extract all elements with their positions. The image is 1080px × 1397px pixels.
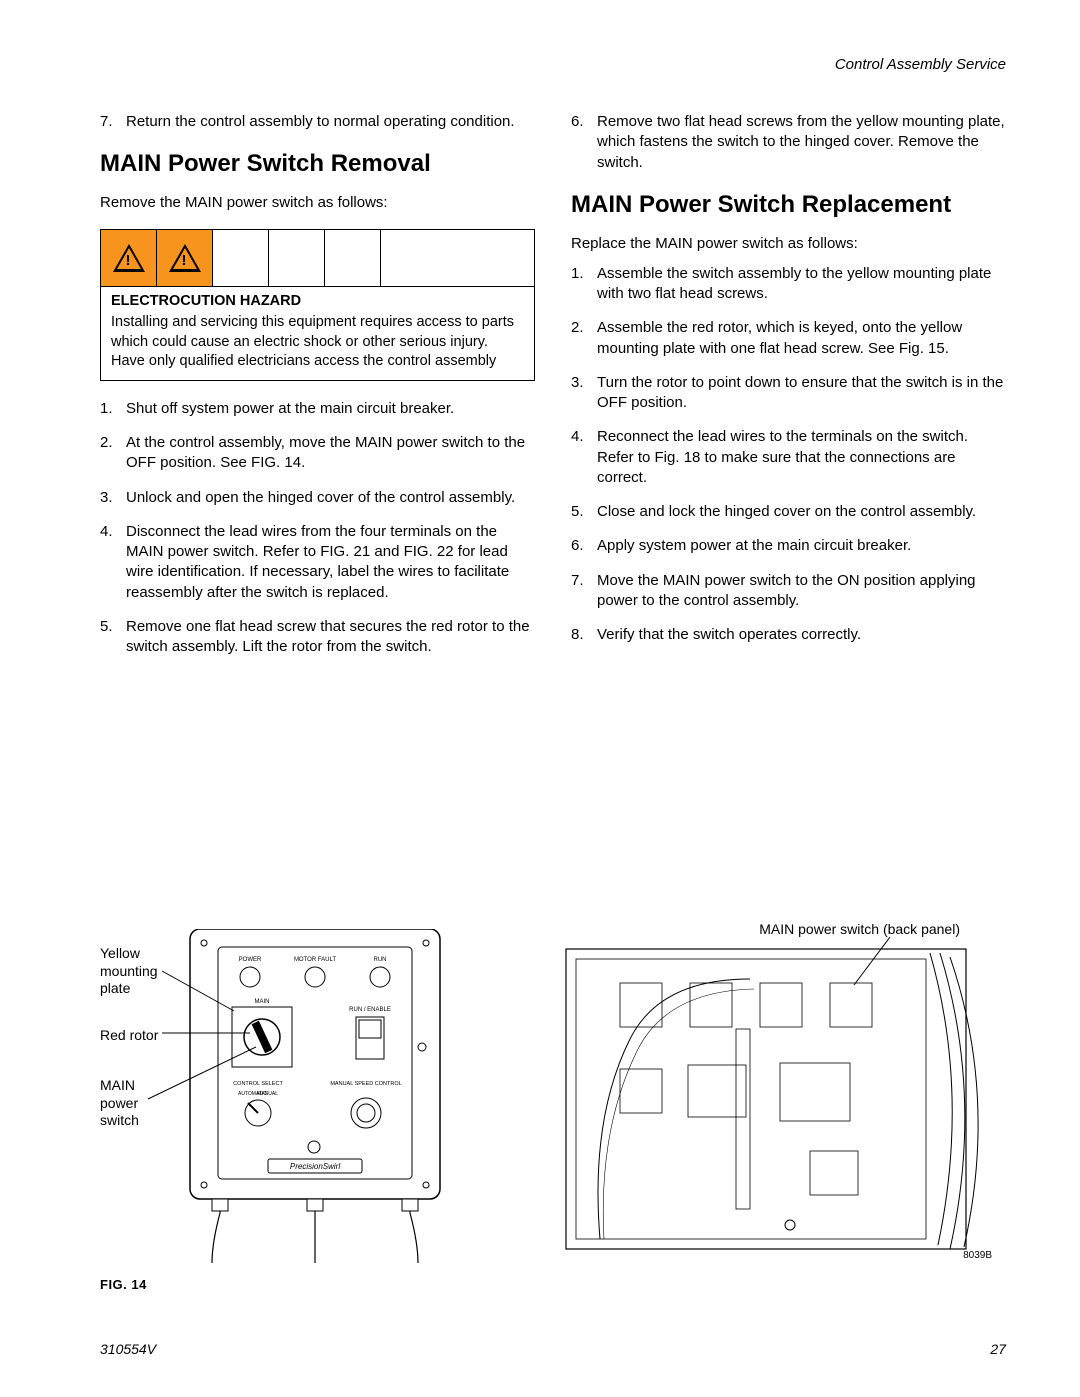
list-item: 4.Reconnect the lead wires to the termin… <box>571 427 1006 488</box>
warning-icon-row: ! ! <box>101 230 534 287</box>
step-text: Turn the rotor to point down to ensure t… <box>597 373 1006 414</box>
warning-triangle-icon: ! <box>101 230 157 286</box>
step-number: 7. <box>571 571 597 612</box>
label-brand: PrecisionSwirl <box>290 1162 340 1171</box>
step-text: Apply system power at the main circuit b… <box>597 536 1006 556</box>
callout-back-panel: MAIN power switch (back panel) <box>759 921 960 939</box>
step-number: 1. <box>100 399 126 419</box>
figures-row: Yellow mounting plate Red rotor MAIN pow… <box>100 929 1000 1309</box>
intro-replacement: Replace the MAIN power switch as follows… <box>571 234 1006 254</box>
label-run-enable: RUN / ENABLE <box>349 1007 391 1013</box>
list-item: 5.Remove one flat head screw that secure… <box>100 617 535 658</box>
section-heading-removal: MAIN Power Switch Removal <box>100 150 535 179</box>
doc-number: 310554V <box>100 1341 156 1357</box>
step-number: 3. <box>100 488 126 508</box>
intro-removal: Remove the MAIN power switch as follows: <box>100 193 535 213</box>
step-number: 4. <box>571 427 597 488</box>
list-item: 3.Unlock and open the hinged cover of th… <box>100 488 535 508</box>
label-power: POWER <box>239 957 262 963</box>
step-text: Verify that the switch operates correctl… <box>597 625 1006 645</box>
step-text: Remove two flat head screws from the yel… <box>597 112 1006 173</box>
list-item: 1.Assemble the switch assembly to the ye… <box>571 264 1006 305</box>
figure-back-panel: MAIN power switch (back panel) <box>560 929 1000 1269</box>
step-number: 6. <box>571 536 597 556</box>
list-item: 2.At the control assembly, move the MAIN… <box>100 433 535 474</box>
warning-triangle-icon: ! <box>157 230 213 286</box>
step-text: Assemble the red rotor, which is keyed, … <box>597 318 1006 359</box>
label-main: MAIN <box>255 999 270 1005</box>
label-manual-speed: MANUAL SPEED CONTROL <box>330 1081 401 1087</box>
right-column: 6. Remove two flat head screws from the … <box>571 112 1006 671</box>
callout-yellow-plate: Yellow mounting plate <box>100 945 158 998</box>
section-heading-replacement: MAIN Power Switch Replacement <box>571 191 1006 220</box>
step-number: 7. <box>100 112 126 132</box>
warning-box: ! ! ELECTROCUTION HAZARD Installing and … <box>100 229 535 381</box>
list-item: 3.Turn the rotor to point down to ensure… <box>571 373 1006 414</box>
step-number: 3. <box>571 373 597 414</box>
continuation-list-right: 6. Remove two flat head screws from the … <box>571 112 1006 173</box>
step-number: 1. <box>571 264 597 305</box>
page-number: 27 <box>990 1341 1006 1357</box>
warning-blank-cell <box>213 230 269 286</box>
warning-blank-cell <box>325 230 381 286</box>
step-number: 5. <box>571 502 597 522</box>
replacement-steps: 1.Assemble the switch assembly to the ye… <box>571 264 1006 646</box>
caption-prefix: FIG. <box>100 1277 127 1292</box>
list-item: 8.Verify that the switch operates correc… <box>571 625 1006 645</box>
page-footer: 310554V 27 <box>100 1341 1006 1357</box>
list-item: 1.Shut off system power at the main circ… <box>100 399 535 419</box>
control-panel-diagram: POWER MOTOR FAULT RUN MAIN RUN / ENABLE … <box>100 929 530 1269</box>
list-item: 4.Disconnect the lead wires from the fou… <box>100 522 535 603</box>
list-item: 2.Assemble the red rotor, which is keyed… <box>571 318 1006 359</box>
two-column-layout: 7. Return the control assembly to normal… <box>100 112 1006 671</box>
step-text: Remove one flat head screw that secures … <box>126 617 535 658</box>
step-number: 2. <box>100 433 126 474</box>
step-text: Return the control assembly to normal op… <box>126 112 535 132</box>
caption-num: 14 <box>131 1277 146 1292</box>
step-text: Unlock and open the hinged cover of the … <box>126 488 535 508</box>
back-panel-diagram <box>560 929 1000 1269</box>
label-control-select: CONTROL SELECT <box>233 1081 283 1087</box>
step-text: Move the MAIN power switch to the ON pos… <box>597 571 1006 612</box>
list-item: 6. Remove two flat head screws from the … <box>571 112 1006 173</box>
step-text: Close and lock the hinged cover on the c… <box>597 502 1006 522</box>
list-item: 6.Apply system power at the main circuit… <box>571 536 1006 556</box>
list-item: 7. Return the control assembly to normal… <box>100 112 535 132</box>
step-number: 8. <box>571 625 597 645</box>
left-column: 7. Return the control assembly to normal… <box>100 112 535 671</box>
callout-red-rotor: Red rotor <box>100 1027 158 1045</box>
step-number: 5. <box>100 617 126 658</box>
warning-title: ELECTROCUTION HAZARD <box>101 287 534 311</box>
label-run: RUN <box>374 957 387 963</box>
removal-steps: 1.Shut off system power at the main circ… <box>100 399 535 658</box>
step-text: At the control assembly, move the MAIN p… <box>126 433 535 474</box>
step-text: Assemble the switch assembly to the yell… <box>597 264 1006 305</box>
step-text: Shut off system power at the main circui… <box>126 399 535 419</box>
step-text: Reconnect the lead wires to the terminal… <box>597 427 1006 488</box>
warning-blank-cell <box>381 230 534 286</box>
callout-main-switch: MAIN power switch <box>100 1077 139 1130</box>
step-number: 2. <box>571 318 597 359</box>
label-motor-fault: MOTOR FAULT <box>294 957 336 963</box>
step-number: 4. <box>100 522 126 603</box>
figure-14-caption: FIG. 14 <box>100 1277 530 1292</box>
step-number: 6. <box>571 112 597 173</box>
list-item: 5.Close and lock the hinged cover on the… <box>571 502 1006 522</box>
running-header: Control Assembly Service <box>835 56 1006 73</box>
warning-blank-cell <box>269 230 325 286</box>
label-manual: MANUAL <box>257 1091 278 1097</box>
step-text: Disconnect the lead wires from the four … <box>126 522 535 603</box>
list-item: 7.Move the MAIN power switch to the ON p… <box>571 571 1006 612</box>
figure-14: Yellow mounting plate Red rotor MAIN pow… <box>100 929 530 1292</box>
diagram-code: 8039B <box>963 1250 992 1261</box>
warning-text: Installing and servicing this equipment … <box>101 311 534 380</box>
continuation-list-left: 7. Return the control assembly to normal… <box>100 112 535 132</box>
